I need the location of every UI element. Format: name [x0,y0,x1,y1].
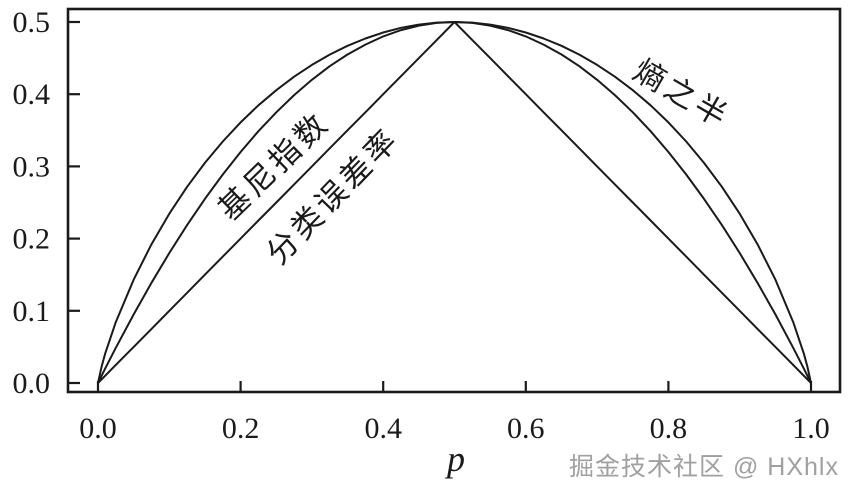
curve-error [97,21,812,384]
y-tick-label: 0.1 [13,295,51,328]
y-tick-label: 0.4 [13,78,51,111]
x-tick-label: 0.0 [79,412,117,445]
axis-ticks [68,20,813,392]
y-tick-label: 0.0 [13,367,51,400]
curve-entropy [97,21,812,384]
y-tick-label: 0.5 [13,6,51,39]
x-tick-label: 1.0 [792,412,830,445]
x-tick-label: 0.6 [507,412,545,445]
x-tick-label: 0.4 [364,412,402,445]
curves [97,21,812,384]
curve-gini [97,21,812,384]
y-tick-label: 0.2 [13,223,51,256]
x-axis-label: p [444,439,465,479]
plot-border [66,7,842,394]
x-tick-label: 0.8 [650,412,688,445]
x-tick-label: 0.2 [222,412,260,445]
axis-tick-labels: 0.0 0.2 0.4 0.6 0.8 1.0 0.0 0.1 0.2 0.3 0.4 0.5 [13,6,830,445]
y-tick-label: 0.3 [13,150,51,183]
